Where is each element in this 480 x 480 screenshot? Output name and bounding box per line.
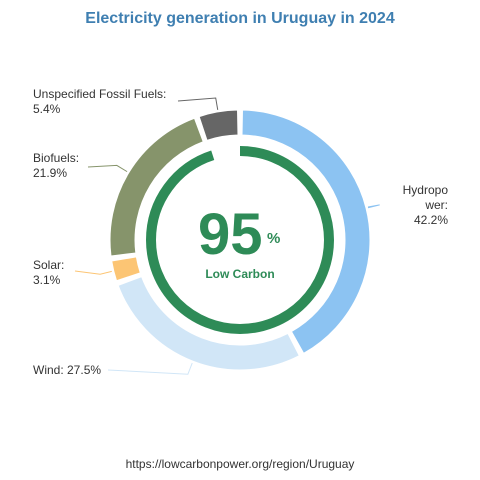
leader-fossil: [177, 97, 219, 110]
slice-biofuels: [109, 117, 204, 257]
leader-hydropower: [367, 204, 380, 209]
leader-lines: [74, 97, 380, 375]
leader-wind: [107, 362, 193, 375]
low-carbon-label: Low Carbon: [205, 267, 275, 281]
low-carbon-ring: [146, 146, 334, 334]
leader-biofuels: [87, 164, 128, 173]
slice-wind: [117, 276, 300, 371]
leader-solar: [74, 270, 112, 275]
slice-fossil: [198, 109, 239, 141]
label-biofuels: Biofuels: 21.9%: [33, 151, 80, 180]
percent-sign: %: [267, 230, 281, 247]
source-url: https://lowcarbonpower.org/region/Urugua…: [125, 457, 355, 471]
low-carbon-percentage: 95: [198, 202, 263, 267]
label-hydropower: Hydropo wer: 42.2%: [402, 183, 448, 227]
slice-solar: [111, 256, 141, 282]
slice-hydropower: [241, 109, 371, 355]
donut-slices: [109, 109, 371, 371]
chart-title: Electricity generation in Uruguay in 202…: [85, 10, 395, 27]
label-fossil: Unspecified Fossil Fuels: 5.4%: [33, 87, 167, 116]
label-wind: Wind: 27.5%: [33, 363, 102, 377]
label-solar: Solar: 3.1%: [33, 258, 65, 287]
